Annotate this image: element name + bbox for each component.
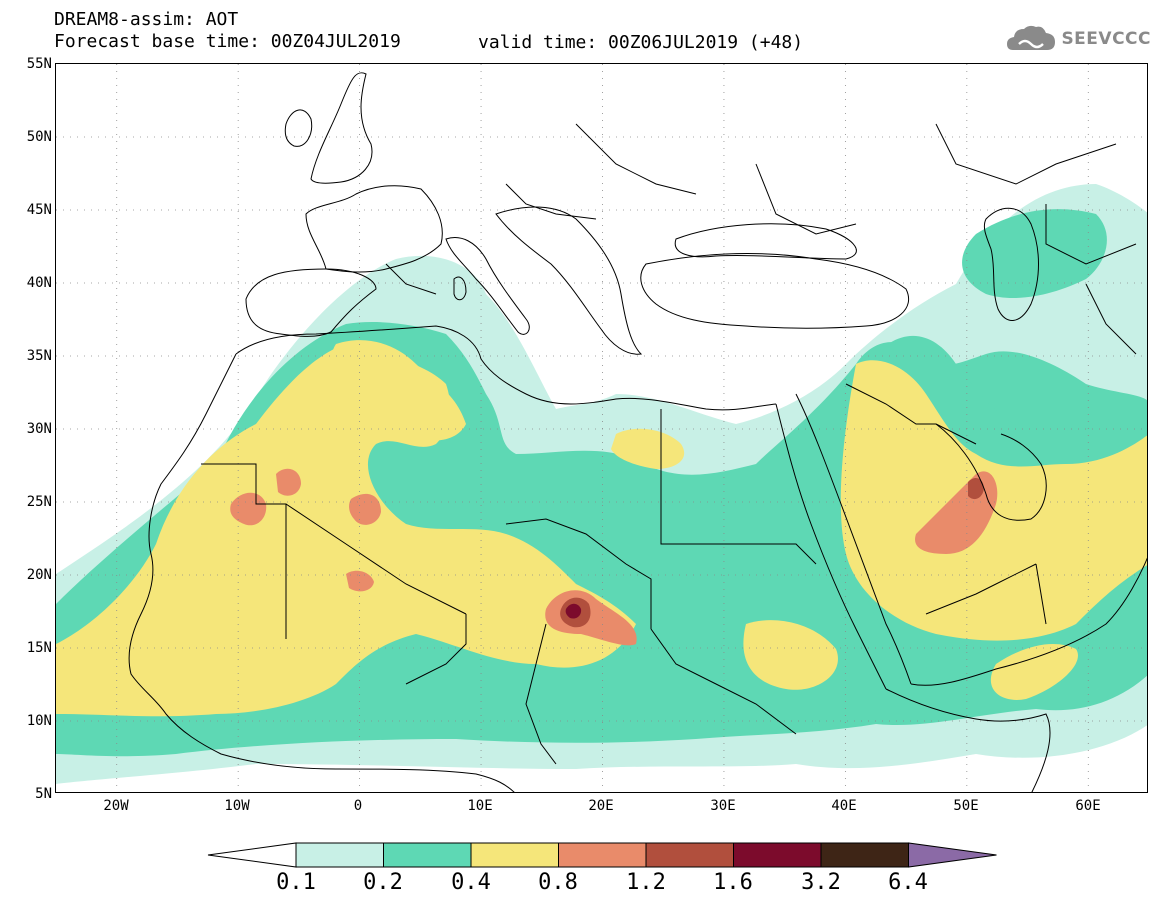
aot-contour-0.4-yemen	[990, 644, 1078, 700]
lon-label-10w: 10W	[224, 798, 250, 814]
lat-label-55n: 55N	[26, 56, 52, 72]
arabia-coast	[910, 557, 1147, 686]
lon-label-0: 0	[353, 798, 363, 814]
lat-lon-gridlines	[56, 64, 1147, 792]
iberia-coast	[245, 268, 377, 337]
lat-label-40n: 40N	[26, 275, 52, 291]
legend-swatch	[645, 842, 734, 868]
balkans-coast	[495, 206, 643, 355]
border-1	[201, 463, 287, 639]
italy-coast	[445, 237, 530, 335]
legend-swatch	[558, 842, 647, 868]
lon-label-50e: 50E	[953, 798, 979, 814]
aot-contour-0.8-a	[230, 492, 267, 526]
border-12	[1035, 563, 1047, 625]
ireland-coast	[284, 109, 313, 147]
persian-gulf-coast	[935, 423, 1047, 521]
border-9	[845, 383, 936, 425]
lat-label-15n: 15N	[26, 640, 52, 656]
lon-label-10e: 10E	[467, 798, 493, 814]
legend-swatch	[820, 842, 909, 868]
sardinia-coast	[453, 276, 467, 301]
aot-contour-0.4-north	[331, 340, 466, 441]
caspian-coast	[983, 207, 1039, 321]
legend-under-arrow	[207, 842, 297, 868]
aot-map	[56, 64, 1147, 792]
border-10	[935, 423, 977, 445]
map-frame	[55, 63, 1148, 793]
west-africa-coast	[128, 353, 515, 792]
lon-label-40e: 40E	[831, 798, 857, 814]
legend-swatch	[470, 842, 559, 868]
legend-label-1.2: 1.2	[626, 870, 666, 895]
red-sea-east-coast	[795, 393, 912, 685]
aot-contour-0.4-libya	[611, 428, 685, 469]
aot-contour-0.4-west	[56, 344, 636, 717]
cloud-icon	[1007, 25, 1056, 50]
aot-contour-0.8-b	[276, 468, 301, 496]
aot-contour-0.8-d	[346, 570, 374, 592]
north-africa-coast	[235, 325, 777, 411]
france-coast	[305, 185, 443, 273]
map-title: DREAM8-assim: AOT	[54, 9, 239, 30]
legend-label-0.1: 0.1	[276, 870, 316, 895]
britain-coast	[310, 72, 373, 184]
lat-label-30n: 30N	[26, 421, 52, 437]
legend-label-0.4: 0.4	[451, 870, 491, 895]
border-7	[525, 623, 557, 765]
border-14	[505, 183, 597, 220]
legend-label-3.2: 3.2	[801, 870, 841, 895]
horn-coast	[885, 688, 1051, 792]
aot-contour-0.2-caucasus	[962, 209, 1107, 299]
border-18	[1045, 204, 1137, 265]
forecast-base-time: Forecast base time: 00Z04JUL2019	[54, 31, 401, 52]
border-3	[405, 614, 467, 685]
legend-swatch	[733, 842, 822, 868]
red-sea-west-coast	[775, 403, 887, 690]
valid-time: valid time: 00Z06JUL2019 (+48)	[478, 32, 804, 53]
border-16	[575, 123, 697, 195]
lon-label-20w: 20W	[103, 798, 129, 814]
black-sea-coast	[674, 223, 857, 260]
aot-contour-1.6-chad	[565, 603, 582, 619]
border-11	[925, 563, 1037, 615]
lon-label-20e: 20E	[588, 798, 614, 814]
lat-label-45n: 45N	[26, 202, 52, 218]
legend-swatch	[295, 842, 384, 868]
lat-label-25n: 25N	[26, 494, 52, 510]
legend-label-1.6: 1.6	[713, 870, 753, 895]
border-4	[505, 518, 652, 629]
border-13	[385, 263, 437, 295]
border-5	[660, 409, 756, 545]
lat-label-50n: 50N	[26, 129, 52, 145]
border-15	[755, 163, 857, 235]
border-19	[1085, 283, 1137, 355]
border-17	[935, 123, 1117, 185]
lat-label-35n: 35N	[26, 348, 52, 364]
border-8	[650, 628, 797, 735]
legend-over-arrow	[908, 842, 997, 868]
lon-label-30e: 30E	[710, 798, 736, 814]
coastlines-borders	[128, 72, 1147, 792]
lat-label-10n: 10N	[26, 713, 52, 729]
legend-label-6.4: 6.4	[888, 870, 928, 895]
aot-contour-1.2-gulf	[968, 478, 984, 500]
lat-label-5n: 5N	[35, 786, 52, 802]
lat-label-20n: 20N	[26, 567, 52, 583]
border-2	[285, 503, 467, 615]
seevccc-logo: SEEVCCC	[1005, 22, 1151, 56]
legend-label-0.2: 0.2	[363, 870, 403, 895]
turkey-coast	[640, 253, 909, 329]
lon-label-60e: 60E	[1075, 798, 1101, 814]
border-6	[756, 543, 817, 565]
aot-contour-field	[56, 184, 1147, 784]
legend-label-0.8: 0.8	[538, 870, 578, 895]
aot-contour-0.4-horn	[743, 620, 838, 690]
logo-text: SEEVCCC	[1061, 29, 1151, 49]
legend-swatch	[383, 842, 472, 868]
